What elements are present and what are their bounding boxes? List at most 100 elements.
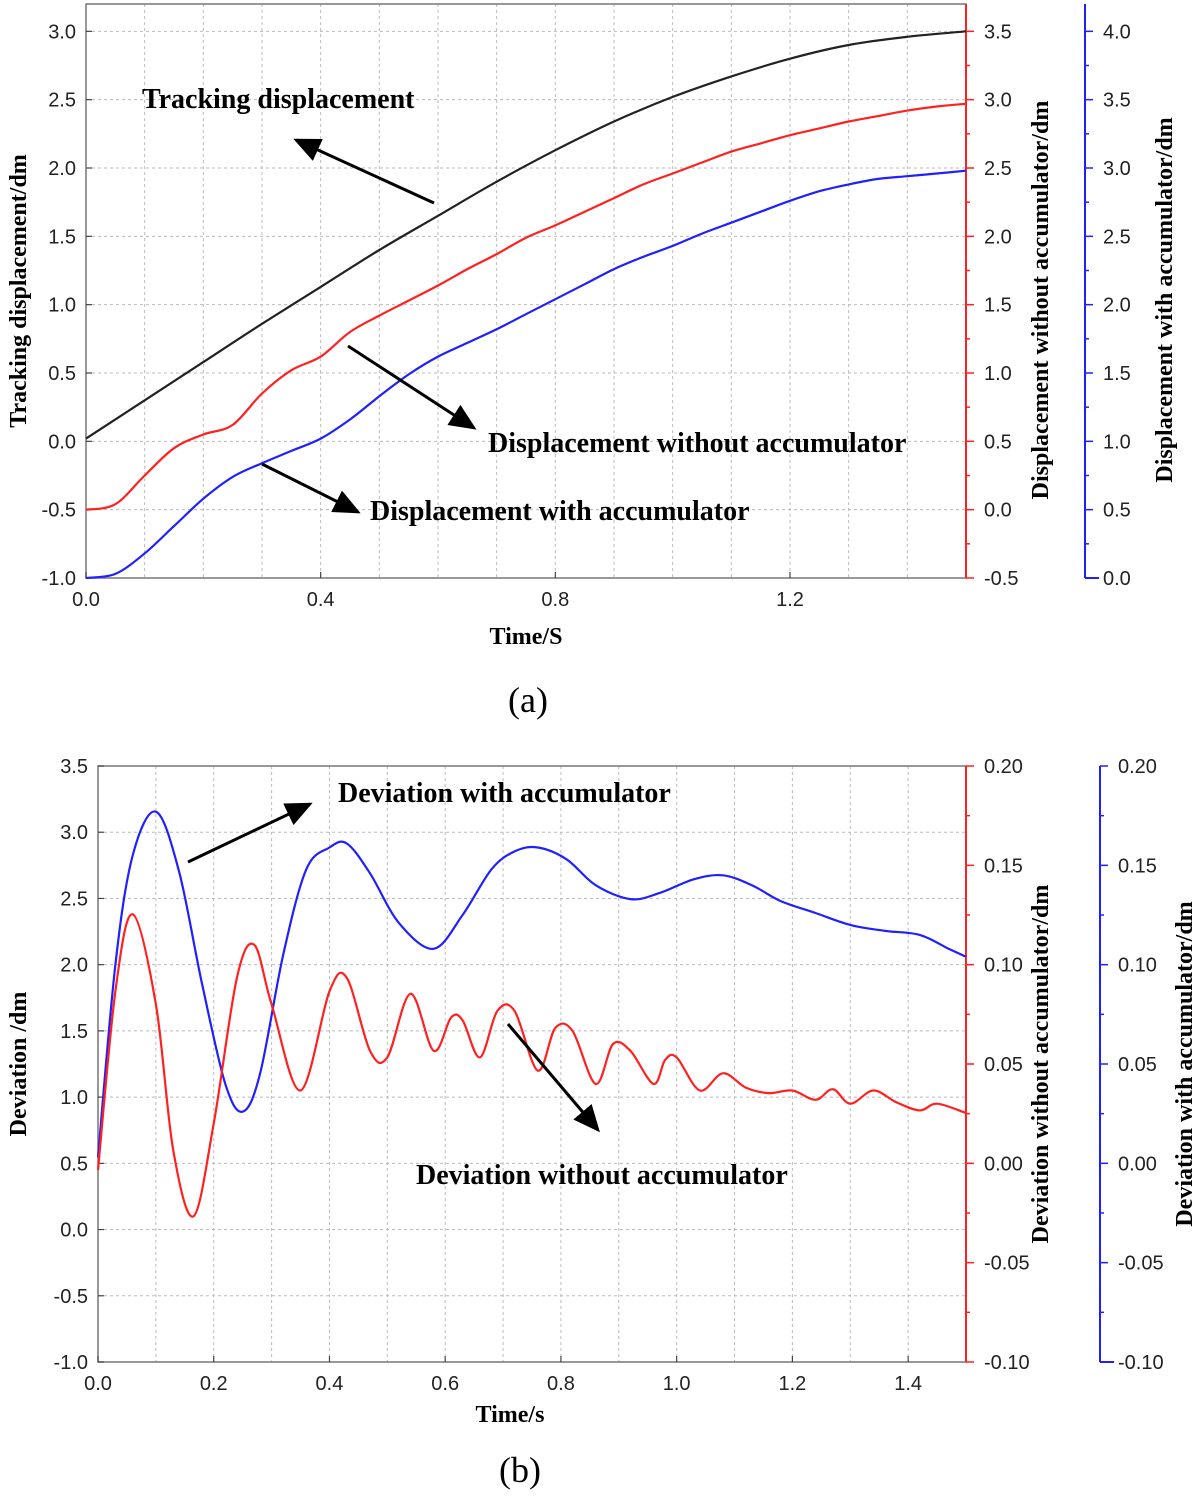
right1-tick-label: -0.5 — [984, 568, 1018, 590]
panel-b-series — [96, 810, 967, 1218]
panel-a: -1.0 -0.5 0.0 0.5 1.0 1.5 2.0 2.5 3.0 -0.5 0.0 0.5… — [6, 3, 1178, 720]
right2-tick-label: 3.0 — [1103, 158, 1131, 180]
right1-tick-label: 2.0 — [984, 226, 1012, 248]
panel-a-series — [85, 30, 967, 580]
right1-tick-label: 3.5 — [984, 21, 1012, 43]
left-axis-tick-label: -1.0 — [54, 1352, 88, 1374]
panel-b-right-axis-red-title: Deviation without accumulator/dm — [1028, 885, 1054, 1244]
right1-tick-label: -0.05 — [984, 1253, 1030, 1275]
right1-tick-label: 0.15 — [984, 855, 1023, 877]
arrow-deviation-with-accumulator — [187, 802, 313, 864]
left-axis-tick-label: -0.5 — [42, 500, 76, 522]
series-line-deviation-with-accumulator — [96, 810, 967, 1158]
left-axis-tick-label: 0.0 — [60, 1220, 88, 1242]
right2-tick-label: 0.5 — [1103, 500, 1131, 522]
panel-a-left-axis-title: Tracking displacement/dm — [6, 154, 32, 428]
right1-tick-label: -0.10 — [984, 1352, 1030, 1374]
right1-tick-label: 1.0 — [984, 363, 1012, 385]
panel-b-right-axis-blue: -0.10 -0.05 0.00 0.05 0.10 0.15 0.20 — [1099, 756, 1164, 1374]
series-line-tracking-displacement — [85, 30, 967, 440]
panel-a-right-axis-blue: 0.0 0.5 1.0 1.5 2.0 2.5 3.0 3.5 4.0 — [1084, 4, 1131, 590]
right2-tick-label: 3.5 — [1103, 90, 1131, 112]
x-axis-tick-label: 0.0 — [72, 589, 100, 611]
x-axis-tick-label: 1.4 — [894, 1373, 922, 1395]
series-line-displacement-without-accumulator — [85, 102, 967, 511]
left-axis-tick-label: 3.5 — [60, 756, 88, 778]
x-axis-tick-label: 0.8 — [541, 589, 569, 611]
panel-a-x-axis-title: Time/S — [490, 624, 563, 650]
annotation-tracking-displacement: Tracking displacement — [142, 84, 415, 115]
right1-tick-label: 0.10 — [984, 955, 1023, 977]
arrow-displacement-without-accumulator — [347, 344, 477, 430]
right2-tick-label: 0.10 — [1118, 955, 1157, 977]
x-axis-tick-label: 1.2 — [776, 589, 804, 611]
panel-a-label: (a) — [508, 680, 548, 720]
arrow-displacement-with-accumulator — [261, 462, 361, 514]
panel-b-x-axis-title: Time/s — [476, 1402, 545, 1428]
x-axis-tick-label: 0.0 — [84, 1373, 112, 1395]
panel-a-left-axis: -1.0 -0.5 0.0 0.5 1.0 1.5 2.0 2.5 3.0 — [42, 21, 92, 590]
left-axis-tick-label: 2.5 — [48, 90, 76, 112]
left-axis-tick-label: 1.5 — [60, 1021, 88, 1043]
right2-tick-label: 1.5 — [1103, 363, 1131, 385]
panel-b-left-axis-title: Deviation /dm — [6, 992, 32, 1137]
left-axis-tick-label: 3.0 — [48, 21, 76, 43]
left-axis-tick-label: 2.0 — [60, 955, 88, 977]
right2-tick-label: -0.10 — [1118, 1352, 1164, 1374]
left-axis-tick-label: 3.0 — [60, 822, 88, 844]
right2-tick-label: 0.15 — [1118, 855, 1157, 877]
panel-b-x-axis: 0.0 0.2 0.4 0.6 0.8 1.0 1.2 1.4 — [84, 1356, 922, 1395]
right1-tick-label: 0.05 — [984, 1054, 1023, 1076]
right1-tick-label: 1.5 — [984, 295, 1012, 317]
right1-tick-label: 0.0 — [984, 500, 1012, 522]
right2-tick-label: 0.05 — [1118, 1054, 1157, 1076]
left-axis-tick-label: 1.0 — [60, 1087, 88, 1109]
left-axis-tick-label: 1.0 — [48, 295, 76, 317]
panel-a-x-axis: 0.0 0.4 0.8 1.2 — [72, 572, 804, 611]
right1-tick-label: 0.5 — [984, 431, 1012, 453]
right2-tick-label: 4.0 — [1103, 21, 1131, 43]
x-axis-tick-label: 0.4 — [307, 589, 335, 611]
left-axis-tick-label: 1.5 — [48, 226, 76, 248]
panel-a-right-axis-blue-title: Displacement with accumulator/dm — [1152, 117, 1178, 482]
panel-b: -1.0-0.50.00.51.01.52.02.53.03.5 -0.10-0… — [6, 756, 1198, 1490]
panel-b-label: (b) — [499, 1450, 541, 1490]
panel-a-grid — [86, 4, 966, 578]
x-axis-tick-label: 1.2 — [778, 1373, 806, 1395]
right1-tick-label: 0.20 — [984, 756, 1023, 778]
right2-tick-label: 0.00 — [1118, 1153, 1157, 1175]
panel-b-right-axis-blue-title: Deviation with accumulator/dm — [1172, 901, 1198, 1226]
annotation-displacement-with-accumulator: Displacement with accumulator — [370, 496, 750, 527]
panel-b-right-axis-red: -0.10 -0.05 0.00 0.05 0.10 0.15 0.20 — [965, 756, 1030, 1374]
x-axis-tick-label: 0.6 — [431, 1373, 459, 1395]
right1-tick-label: 2.5 — [984, 158, 1012, 180]
left-axis-tick-label: 2.0 — [48, 158, 76, 180]
x-axis-tick-label: 0.4 — [316, 1373, 344, 1395]
arrow-tracking-displacement — [293, 138, 435, 205]
panel-b-left-axis: -1.0 -0.5 0.0 0.5 1.0 1.5 2.0 2.5 3.0 3.5 — [54, 756, 104, 1374]
right2-tick-label: -0.05 — [1118, 1253, 1164, 1275]
right1-tick-label: 0.00 — [984, 1153, 1023, 1175]
panel-a-right-axis-red-title: Displacement without accumulator/dm — [1028, 101, 1054, 500]
left-axis-tick-label: -1.0 — [42, 568, 76, 590]
right2-tick-label: 1.0 — [1103, 431, 1131, 453]
series-line-deviation-without-accumulator — [96, 913, 967, 1218]
panel-b-plot-frame — [97, 765, 967, 1363]
left-axis-tick-label: 0.0 — [48, 431, 76, 453]
left-axis-tick-label: -0.5 — [54, 1286, 88, 1308]
arrow-deviation-without-accumulator — [506, 1023, 600, 1133]
x-axis-tick-label: 1.0 — [663, 1373, 691, 1395]
x-axis-tick-label: 0.8 — [547, 1373, 575, 1395]
right2-tick-label: 2.5 — [1103, 226, 1131, 248]
right2-tick-label: 0.20 — [1118, 756, 1157, 778]
right2-tick-label: 0.0 — [1103, 568, 1131, 590]
left-axis-tick-label: 2.5 — [60, 888, 88, 910]
left-axis-tick-label: 0.5 — [60, 1153, 88, 1175]
annotation-displacement-without-accumulator: Displacement without accumulator — [488, 428, 906, 459]
x-axis-tick-label: 0.2 — [200, 1373, 228, 1395]
series-line-displacement-with-accumulator — [85, 169, 967, 580]
right1-tick-label: 3.0 — [984, 90, 1012, 112]
annotation-deviation-without-accumulator: Deviation without accumulator — [416, 1160, 788, 1191]
panel-b-grid — [98, 766, 966, 1362]
